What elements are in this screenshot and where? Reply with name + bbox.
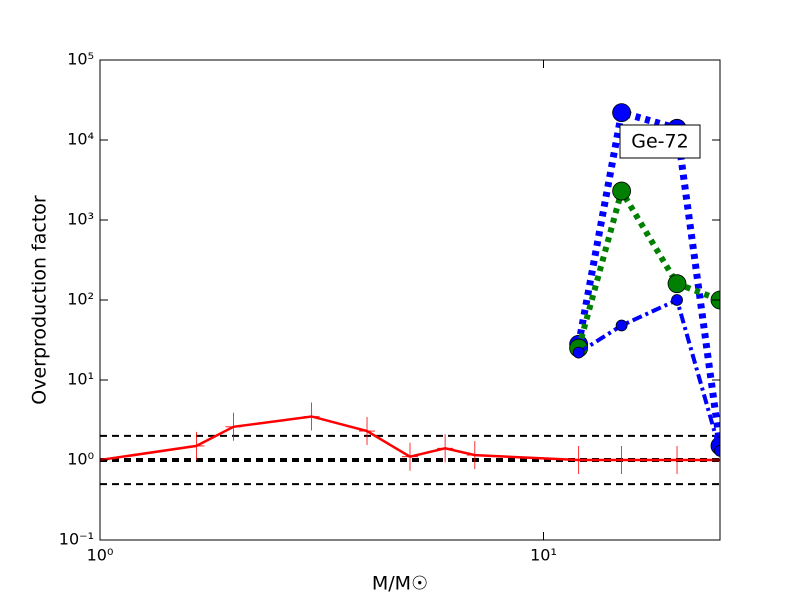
series-line <box>575 183 720 349</box>
marker <box>437 434 454 463</box>
marker <box>359 417 376 446</box>
marker <box>188 431 205 460</box>
y-tick-label: 10⁰ <box>67 450 94 469</box>
x-tick-label: 10⁰ <box>87 546 114 565</box>
marker <box>572 346 585 359</box>
marker <box>667 274 687 294</box>
x-axis-label: M/M☉ <box>372 573 428 595</box>
plot-area <box>100 103 720 486</box>
marker <box>615 319 628 332</box>
y-tick-label: 10¹ <box>67 370 94 389</box>
marker <box>671 294 683 306</box>
series-line <box>100 415 720 462</box>
marker <box>303 402 320 431</box>
series-line <box>575 108 720 447</box>
y-tick-label: 10⁵ <box>67 50 94 69</box>
y-tick-label: 10² <box>67 290 94 309</box>
series-line <box>577 297 720 452</box>
y-tick-label: 10⁴ <box>67 130 94 149</box>
marker <box>612 181 632 201</box>
y-tick-label: 10⁻¹ <box>59 530 94 549</box>
marker <box>612 103 632 123</box>
annotation-box <box>619 124 701 159</box>
y-axis-label: Overproduction factor <box>29 195 51 405</box>
marker <box>466 441 483 470</box>
marker <box>570 446 587 474</box>
y-tick-label: 10³ <box>67 210 94 229</box>
marker <box>225 412 242 441</box>
marker <box>714 444 720 457</box>
annotation: Ge-72 <box>631 131 688 153</box>
x-tick-label: 10¹ <box>530 546 557 565</box>
marker <box>669 446 686 474</box>
marker <box>613 446 630 474</box>
marker <box>402 442 418 471</box>
